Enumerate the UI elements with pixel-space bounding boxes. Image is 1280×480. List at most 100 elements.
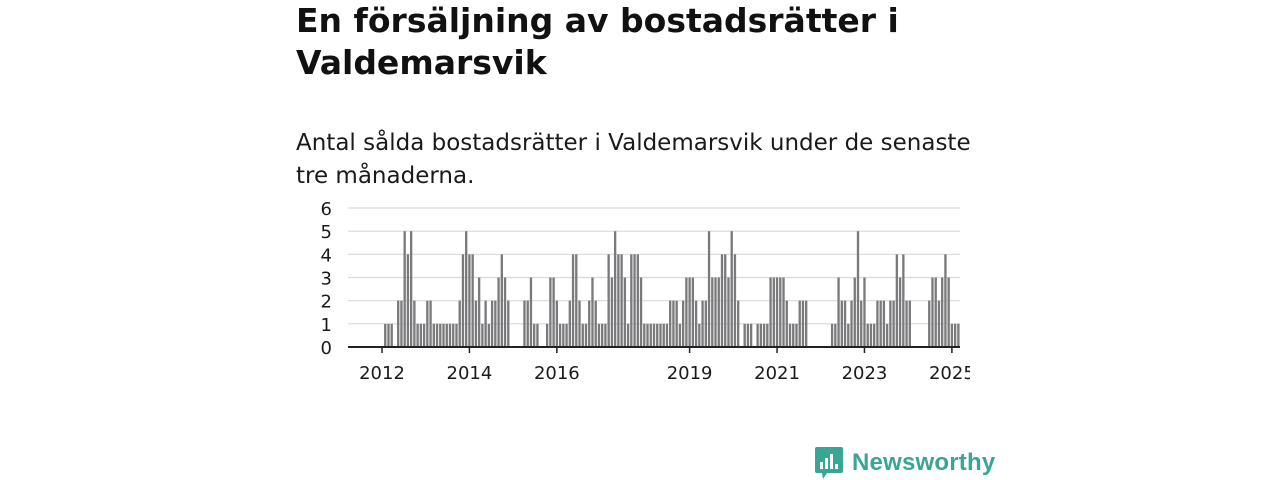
bar: [762, 323, 766, 347]
x-tick-label: 2014: [447, 363, 493, 384]
bar: [601, 323, 604, 347]
bar: [588, 300, 591, 347]
bar: [681, 300, 685, 347]
bar: [898, 277, 902, 347]
bar: [863, 277, 866, 347]
x-tick-label: 2021: [754, 363, 800, 384]
page-subtitle: Antal sålda bostadsrätter i Valdemarsvik…: [296, 130, 971, 189]
bar: [662, 323, 665, 347]
x-tick-label: 2023: [842, 363, 888, 384]
bar: [571, 254, 575, 347]
bar: [581, 323, 584, 347]
bar: [788, 323, 792, 347]
bar: [623, 277, 627, 347]
bar: [620, 254, 623, 347]
bar: [607, 254, 610, 347]
y-tick-label: 1: [321, 315, 332, 336]
bar: [950, 323, 954, 347]
bar: [419, 323, 423, 347]
bar: [529, 277, 533, 347]
bar: [477, 277, 481, 347]
bar: [694, 300, 698, 347]
bar: [455, 323, 458, 347]
bar: [934, 277, 937, 347]
bar: [889, 300, 892, 347]
bar: [578, 300, 581, 347]
bar: [523, 300, 526, 347]
bar: [743, 323, 746, 347]
bar: [448, 323, 452, 347]
bar: [562, 323, 565, 347]
bar: [843, 300, 847, 347]
bar: [669, 300, 672, 347]
y-tick-label: 4: [321, 245, 332, 266]
bar: [526, 300, 529, 347]
bar: [678, 323, 682, 347]
y-tick-label: 3: [321, 269, 332, 290]
bar: [772, 277, 775, 347]
bar: [733, 254, 737, 347]
bar: [801, 300, 805, 347]
bar: [400, 300, 403, 347]
bar: [497, 277, 500, 347]
bar: [552, 277, 555, 347]
bar: [445, 323, 448, 347]
bar: [617, 254, 620, 347]
page-title: En försäljning av bostadsrätter i Valdem…: [296, 1, 899, 82]
bar: [866, 323, 869, 347]
bar: [432, 323, 435, 347]
bar: [610, 277, 614, 347]
bar: [494, 300, 497, 347]
bar: [439, 323, 442, 347]
brand-name: Newsworthy: [852, 449, 996, 476]
bar: [941, 277, 944, 347]
bar: [737, 300, 740, 347]
bar: [798, 300, 801, 347]
bar: [902, 254, 905, 347]
bar: [795, 323, 798, 347]
bar: [639, 277, 643, 347]
bar: [746, 323, 750, 347]
bar: [636, 254, 639, 347]
bar: [584, 323, 588, 347]
bar: [879, 300, 882, 347]
bar: [643, 323, 646, 347]
bar: [406, 254, 410, 347]
x-tick-label: 2012: [359, 363, 405, 384]
bar: [429, 300, 432, 347]
bar: [384, 323, 387, 347]
bar: [568, 300, 571, 347]
bar: [403, 231, 406, 347]
bar: [633, 254, 636, 347]
bar: [442, 323, 445, 347]
bar: [461, 254, 465, 347]
bar: [481, 323, 484, 347]
bar: [691, 277, 695, 347]
bar: [465, 231, 468, 347]
bar: [471, 254, 474, 347]
bar: [555, 300, 559, 347]
bar: [775, 277, 779, 347]
bar: [613, 231, 617, 347]
y-tick-label: 0: [321, 338, 332, 359]
bar: [892, 300, 895, 347]
x-tick-label: 2019: [667, 363, 713, 384]
bar: [937, 300, 941, 347]
bar: [597, 323, 601, 347]
bar: [928, 300, 931, 347]
bar: [779, 277, 782, 347]
bar-series: [384, 231, 960, 347]
bar: [876, 300, 879, 347]
bar: [895, 254, 899, 347]
bar-chart-logo-icon: [815, 447, 843, 479]
bar: [860, 300, 863, 347]
bar: [834, 323, 837, 347]
bar: [869, 323, 873, 347]
bar: [944, 254, 947, 347]
y-tick-label: 2: [321, 292, 332, 313]
bar: [604, 323, 607, 347]
bar: [426, 300, 429, 347]
bar: [652, 323, 656, 347]
bar: [953, 323, 957, 347]
